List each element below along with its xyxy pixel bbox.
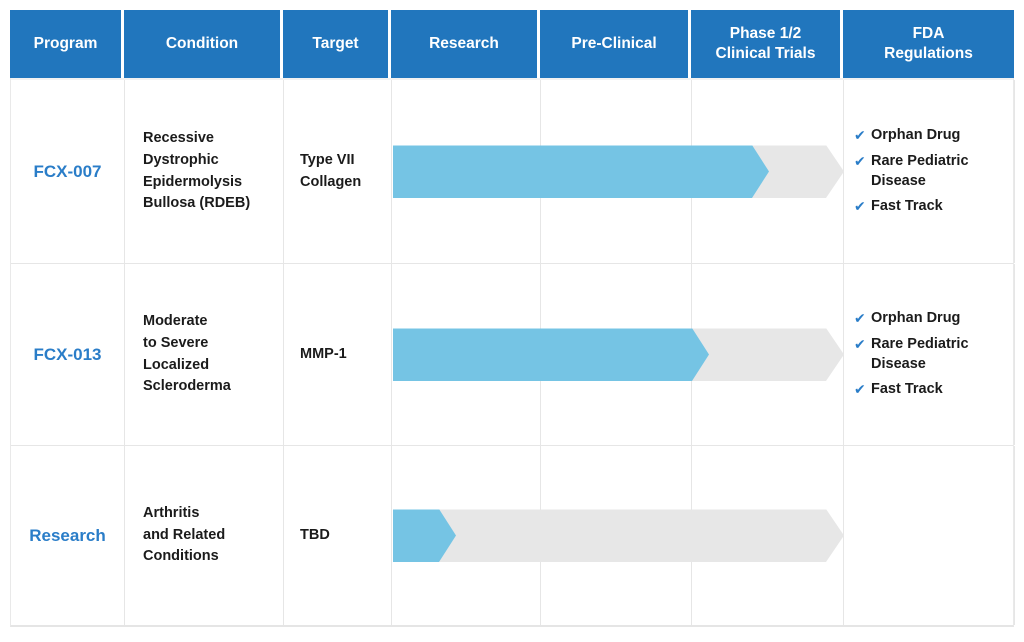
fda-designation-label: Fast Track [871, 198, 943, 215]
program-label: FCX-007 [11, 80, 125, 263]
fda-designation-label: Fast Track [871, 381, 943, 398]
target-label: Type VII Collagen [284, 80, 392, 263]
pipeline-row-fcx-007: FCX-007 Recessive Dystrophic Epidermolys… [11, 78, 1015, 263]
fda-designation: ✔ Fast Track [854, 380, 1010, 400]
check-icon: ✔ [854, 310, 866, 327]
condition-label: Moderate to Severe Localized Scleroderma [125, 264, 284, 445]
fda-designation: ✔ Orphan Drug [854, 309, 1010, 329]
fda-designation-label: Rare Pediatric Disease [871, 152, 969, 189]
header-cell-program: Program [10, 10, 124, 78]
condition-label: Arthritis and Related Conditions [125, 446, 284, 625]
pipeline-table: Program Condition Target Research Pre-Cl… [10, 10, 1015, 627]
check-icon: ✔ [854, 381, 866, 398]
check-icon: ✔ [854, 152, 866, 169]
header-cell-target: Target [283, 10, 391, 78]
fda-designation: ✔ Orphan Drug [854, 126, 1010, 146]
target-label: MMP-1 [284, 264, 392, 445]
fda-designations-list: ✔ Orphan Drug ✔ Rare Pediatric Disease ✔… [844, 264, 1015, 445]
pipeline-row-fcx-013: FCX-013 Moderate to Severe Localized Scl… [11, 263, 1015, 445]
header-cell-research: Research [391, 10, 540, 78]
program-label: FCX-013 [11, 264, 125, 445]
check-icon: ✔ [854, 198, 866, 215]
fda-designation: ✔ Rare Pediatric Disease [854, 335, 1010, 374]
fda-designations-list: ✔ Orphan Drug ✔ Rare Pediatric Disease ✔… [844, 80, 1015, 263]
table-body: FCX-007 Recessive Dystrophic Epidermolys… [10, 78, 1015, 627]
fda-designation-label: Orphan Drug [871, 310, 961, 327]
fda-designation: ✔ Fast Track [854, 197, 1010, 217]
progress-track-bar [393, 509, 844, 562]
header-cell-phase12: Phase 1/2 Clinical Trials [691, 10, 843, 78]
pipeline-row-research: Research Arthritis and Related Condition… [11, 445, 1015, 625]
target-label: TBD [284, 446, 392, 625]
fda-designation-label: Rare Pediatric Disease [871, 335, 969, 372]
fda-designation-label: Orphan Drug [871, 127, 961, 144]
check-icon: ✔ [854, 127, 866, 144]
table-header-row: Program Condition Target Research Pre-Cl… [10, 10, 1014, 78]
fda-designations-list [844, 446, 1015, 625]
check-icon: ✔ [854, 335, 866, 352]
header-cell-fda-regulations: FDA Regulations [843, 10, 1014, 78]
progress-fill-bar [393, 145, 769, 198]
header-cell-condition: Condition [124, 10, 283, 78]
program-label: Research [11, 446, 125, 625]
header-cell-preclinical: Pre-Clinical [540, 10, 691, 78]
fda-designation: ✔ Rare Pediatric Disease [854, 152, 1010, 191]
condition-label: Recessive Dystrophic Epidermolysis Bullo… [125, 80, 284, 263]
progress-fill-bar [393, 328, 709, 381]
